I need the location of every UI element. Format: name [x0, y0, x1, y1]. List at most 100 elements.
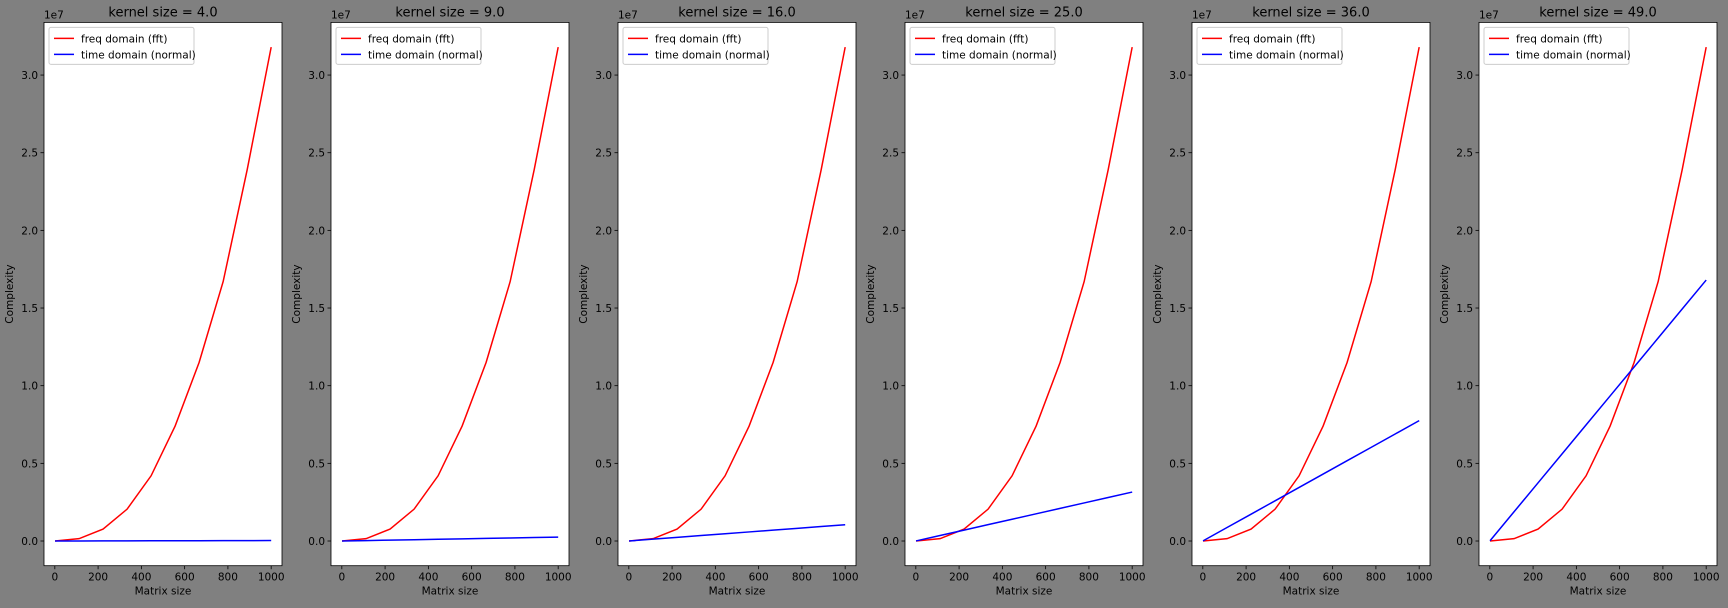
y-tick-label: 2.0: [595, 225, 612, 237]
y-tick-label: 2.0: [1169, 225, 1186, 237]
y-tick-label: 0.0: [882, 536, 899, 548]
legend-label: freq domain (fft): [942, 33, 1028, 45]
y-tick-label: 2.5: [21, 148, 38, 160]
y-tick-label: 1.5: [595, 303, 612, 315]
legend: freq domain (fft)time domain (normal): [1197, 27, 1344, 64]
subplot-2: 0.0 0.5 1.0 1.5 2.0 2.5 3.0 0 200 400 600 800 1000 1e…: [291, 5, 572, 597]
subplot-title: kernel size = 36.0: [1252, 5, 1369, 20]
plot-area: [905, 22, 1143, 565]
x-tick-label: 800: [505, 572, 525, 584]
y-tick-label: 3.0: [1169, 70, 1186, 82]
y-offset-label: 1e7: [331, 9, 351, 21]
y-tick-label: 0.5: [1169, 458, 1186, 470]
plot-area: [1192, 22, 1430, 565]
legend-label: time domain (normal): [368, 49, 483, 61]
subplot-title: kernel size = 9.0: [395, 5, 504, 20]
x-tick-label: 200: [1236, 572, 1256, 584]
y-tick-label: 2.0: [308, 225, 325, 237]
legend-label: freq domain (fft): [368, 33, 454, 45]
y-tick-label: 0.5: [595, 458, 612, 470]
x-tick-label: 400: [131, 572, 151, 584]
y-tick-label: 2.5: [595, 148, 612, 160]
x-tick-label: 1000: [1119, 572, 1146, 584]
x-tick-label: 800: [218, 572, 238, 584]
y-offset-label: 1e7: [1479, 9, 1499, 21]
y-offset-label: 1e7: [618, 9, 638, 21]
x-tick-label: 1000: [1406, 572, 1433, 584]
x-tick-label: 1000: [258, 572, 285, 584]
legend-label: freq domain (fft): [1229, 33, 1315, 45]
y-tick-label: 0.0: [1456, 536, 1473, 548]
y-offset-label: 1e7: [905, 9, 925, 21]
x-tick-label: 400: [705, 572, 725, 584]
y-tick-label: 0.0: [308, 536, 325, 548]
y-tick-label: 1.0: [308, 381, 325, 393]
legend-label: time domain (normal): [942, 49, 1057, 61]
x-tick-label: 800: [792, 572, 812, 584]
legend: freq domain (fft) time domain (normal): [623, 27, 770, 64]
x-tick-label: 0: [625, 572, 632, 584]
y-tick-label: 1.0: [1169, 381, 1186, 393]
legend-label: time domain (normal): [655, 49, 770, 61]
x-tick-label: 800: [1079, 572, 1099, 584]
x-tick-label: 1000: [1693, 572, 1720, 584]
legend-label: freq domain (fft): [1516, 33, 1602, 45]
y-tick-label: 2.5: [882, 148, 899, 160]
y-tick-label: 1.5: [21, 303, 38, 315]
subplot-title: kernel size = 16.0: [678, 5, 795, 20]
y-axis-label: Complexity: [578, 264, 590, 323]
y-offset-label: 1e7: [44, 9, 64, 21]
y-tick-label: 0.5: [21, 458, 38, 470]
y-tick-label: 2.0: [21, 225, 38, 237]
y-tick-label: 1.5: [1456, 303, 1473, 315]
x-tick-label: 600: [462, 572, 482, 584]
y-tick-label: 3.0: [308, 70, 325, 82]
x-tick-label: 200: [662, 572, 682, 584]
x-tick-label: 400: [992, 572, 1012, 584]
y-axis-label: Complexity: [865, 264, 877, 323]
plot-area: [331, 22, 569, 565]
x-tick-label: 200: [375, 572, 395, 584]
y-tick-label: 2.0: [1456, 225, 1473, 237]
x-tick-label: 600: [175, 572, 195, 584]
x-tick-label: 200: [949, 572, 969, 584]
y-tick-label: 1.0: [21, 381, 38, 393]
y-tick-label: 1.0: [1456, 381, 1473, 393]
y-axis-label: Complexity: [291, 264, 303, 323]
x-tick-label: 400: [418, 572, 438, 584]
x-tick-label: 800: [1366, 572, 1386, 584]
legend: freq domain (fft) time domain (normal): [1484, 27, 1631, 64]
y-tick-label: 3.0: [882, 70, 899, 82]
x-axis-label: Matrix size: [1283, 586, 1340, 598]
y-tick-label: 1.5: [308, 303, 325, 315]
x-tick-label: 0: [338, 572, 345, 584]
x-tick-label: 600: [749, 572, 769, 584]
y-tick-label: 0.5: [308, 458, 325, 470]
legend-label: freq domain (fft): [655, 33, 741, 45]
y-tick-label: 2.0: [882, 225, 899, 237]
y-tick-label: 1.0: [595, 381, 612, 393]
x-tick-label: 400: [1566, 572, 1586, 584]
x-axis-label: Matrix size: [135, 586, 192, 598]
legend-label: time domain (normal): [81, 49, 196, 61]
plot-area: [618, 22, 856, 565]
y-tick-label: 2.5: [308, 148, 325, 160]
y-tick-label: 1.5: [1169, 303, 1186, 315]
y-tick-label: 2.5: [1456, 148, 1473, 160]
y-tick-label: 0.5: [882, 458, 899, 470]
legend-label: time domain (normal): [1516, 49, 1631, 61]
legend-label: freq domain (fft): [81, 33, 167, 45]
y-offset-label: 1e7: [1192, 9, 1212, 21]
legend: freq domain (fft) time domain (normal): [336, 27, 483, 64]
y-tick-label: 2.5: [1169, 148, 1186, 160]
y-tick-label: 0.0: [21, 536, 38, 548]
x-tick-label: 1000: [545, 572, 572, 584]
x-axis-label: Matrix size: [996, 586, 1053, 598]
y-tick-label: 1.5: [882, 303, 899, 315]
